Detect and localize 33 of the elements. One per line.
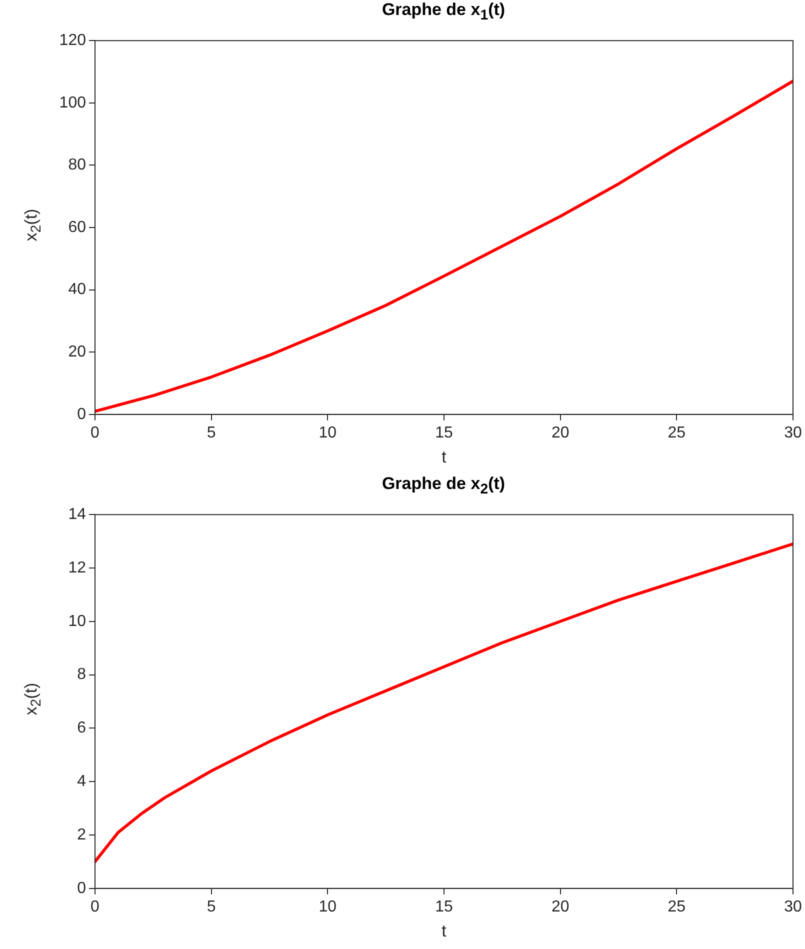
- y-tick-label: 20: [68, 344, 86, 361]
- x-tick-label: 15: [435, 424, 453, 442]
- y-tick-label: 14: [68, 506, 86, 524]
- y-tick-label: 8: [77, 666, 86, 684]
- y-tick-label: 6: [77, 720, 86, 737]
- x-tick-label: 25: [668, 898, 686, 916]
- y-tick-label: 120: [59, 32, 86, 50]
- y-tick-label: 2: [77, 826, 86, 844]
- x-tick-label: 15: [435, 898, 453, 916]
- x-tick-label: 5: [206, 898, 216, 916]
- x-tick-label: 30: [784, 424, 802, 442]
- x-tick-label: 20: [551, 898, 570, 916]
- x-tick-label: 30: [784, 898, 802, 916]
- y-tick-label: 40: [68, 281, 86, 298]
- x-tick-label: 0: [90, 424, 100, 442]
- y-tick-label: 80: [68, 156, 86, 174]
- y-tick-label: 60: [68, 218, 86, 236]
- x-axis-title: t: [442, 447, 447, 466]
- chart-title: Graphe de x$_{2}$(t): [380, 474, 506, 498]
- y-tick-label: 4: [77, 773, 86, 790]
- x-tick-label: 20: [551, 424, 570, 442]
- x-tick-label: 25: [668, 424, 686, 442]
- x-axis-title: t: [442, 921, 447, 940]
- x-tick-label: 5: [206, 424, 216, 442]
- y-tick-label: 0: [77, 406, 86, 423]
- y-tick-label: 100: [59, 94, 86, 112]
- y-tick-label: 12: [68, 559, 86, 576]
- x-tick-label: 10: [318, 898, 337, 916]
- x-tick-label: 0: [90, 898, 100, 916]
- x-tick-label: 10: [318, 424, 337, 442]
- y-tick-label: 10: [68, 612, 86, 630]
- chart-title: Graphe de x$_{1}$(t): [380, 0, 506, 24]
- y-tick-label: 0: [77, 880, 86, 897]
